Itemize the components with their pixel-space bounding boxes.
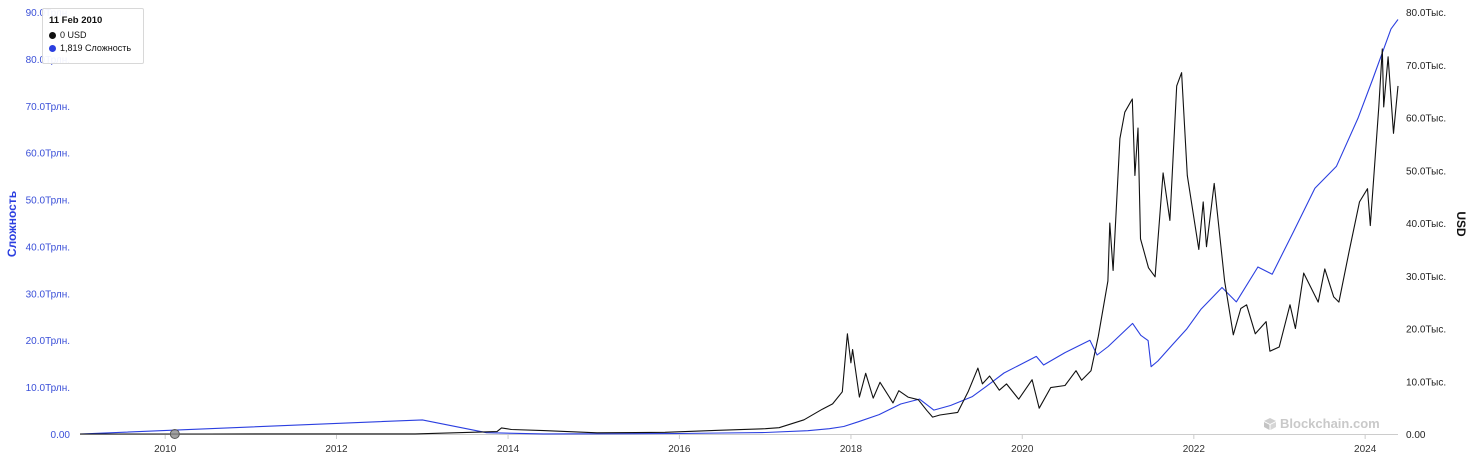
left-tick-label: 50.0Трлн.	[26, 196, 70, 207]
x-tick-label: 2018	[840, 444, 863, 455]
right-tick-label: 70.0Тыс.	[1406, 61, 1446, 72]
watermark-text: Blockchain.com	[1280, 416, 1380, 431]
right-tick-label: 30.0Тыс.	[1406, 272, 1446, 283]
right-tick-label: 0.00	[1406, 430, 1426, 441]
left-tick-label: 0.00	[51, 430, 71, 441]
tooltip-date: 11 Feb 2010	[49, 15, 103, 26]
usd-legend-dot	[49, 31, 56, 39]
usd-series-line	[80, 48, 1399, 435]
blockchain-watermark: Blockchain.com	[1264, 416, 1380, 431]
x-tick-label: 2022	[1183, 444, 1206, 455]
hover-point-marker[interactable]	[169, 429, 180, 439]
right-tick-label: 40.0Тыс.	[1406, 219, 1446, 230]
right-tick-label: 50.0Тыс.	[1406, 166, 1446, 177]
x-tick-label: 2020	[1011, 444, 1034, 455]
right-tick-label: 80.0Тыс.	[1406, 8, 1446, 19]
right-tick-label: 60.0Тыс.	[1406, 114, 1446, 125]
tooltip-row-difficulty: 1,819 Сложность	[49, 43, 137, 53]
x-tick-label: 2012	[325, 444, 348, 455]
x-tick-label: 2010	[154, 444, 177, 455]
hover-tooltip: 11 Feb 2010 0 USD 1,819 Сложность	[42, 8, 144, 64]
x-axis-ticks: 2010 2012 2014 2016 2018 2020 2022 2024	[154, 434, 1377, 455]
difficulty-series-line	[79, 19, 1399, 435]
x-tick-label: 2024	[1354, 444, 1377, 455]
x-tick-label: 2014	[497, 444, 520, 455]
left-axis-title: Сложность	[5, 191, 19, 257]
left-tick-label: 10.0Трлн.	[26, 383, 70, 394]
right-axis-title: USD	[1454, 211, 1468, 237]
tooltip-usd-value: 0 USD	[60, 30, 87, 40]
left-tick-label: 40.0Трлн.	[26, 242, 70, 253]
difficulty-legend-dot	[49, 44, 56, 52]
tooltip-row-usd: 0 USD	[49, 30, 137, 40]
left-tick-label: 20.0Трлн.	[26, 336, 70, 347]
blockchain-logo-icon	[1264, 417, 1276, 430]
left-tick-label: 60.0Трлн.	[26, 149, 70, 160]
right-axis-ticks: 0.00 10.0Тыс. 20.0Тыс. 30.0Тыс. 40.0Тыс. 50.0…	[1406, 8, 1446, 441]
left-axis-ticks: 0.00 10.0Трлн. 20.0Трлн. 30.0Трлн. 40.0Трлн.…	[26, 8, 71, 441]
x-tick-label: 2016	[668, 444, 691, 455]
series-layer	[79, 19, 1399, 435]
left-tick-label: 30.0Трлн.	[26, 289, 70, 300]
left-tick-label: 70.0Трлн.	[26, 102, 70, 113]
tooltip-difficulty-value: 1,819 Сложность	[60, 43, 132, 53]
right-tick-label: 20.0Тыс.	[1406, 325, 1446, 336]
right-tick-label: 10.0Тыс.	[1406, 377, 1446, 388]
